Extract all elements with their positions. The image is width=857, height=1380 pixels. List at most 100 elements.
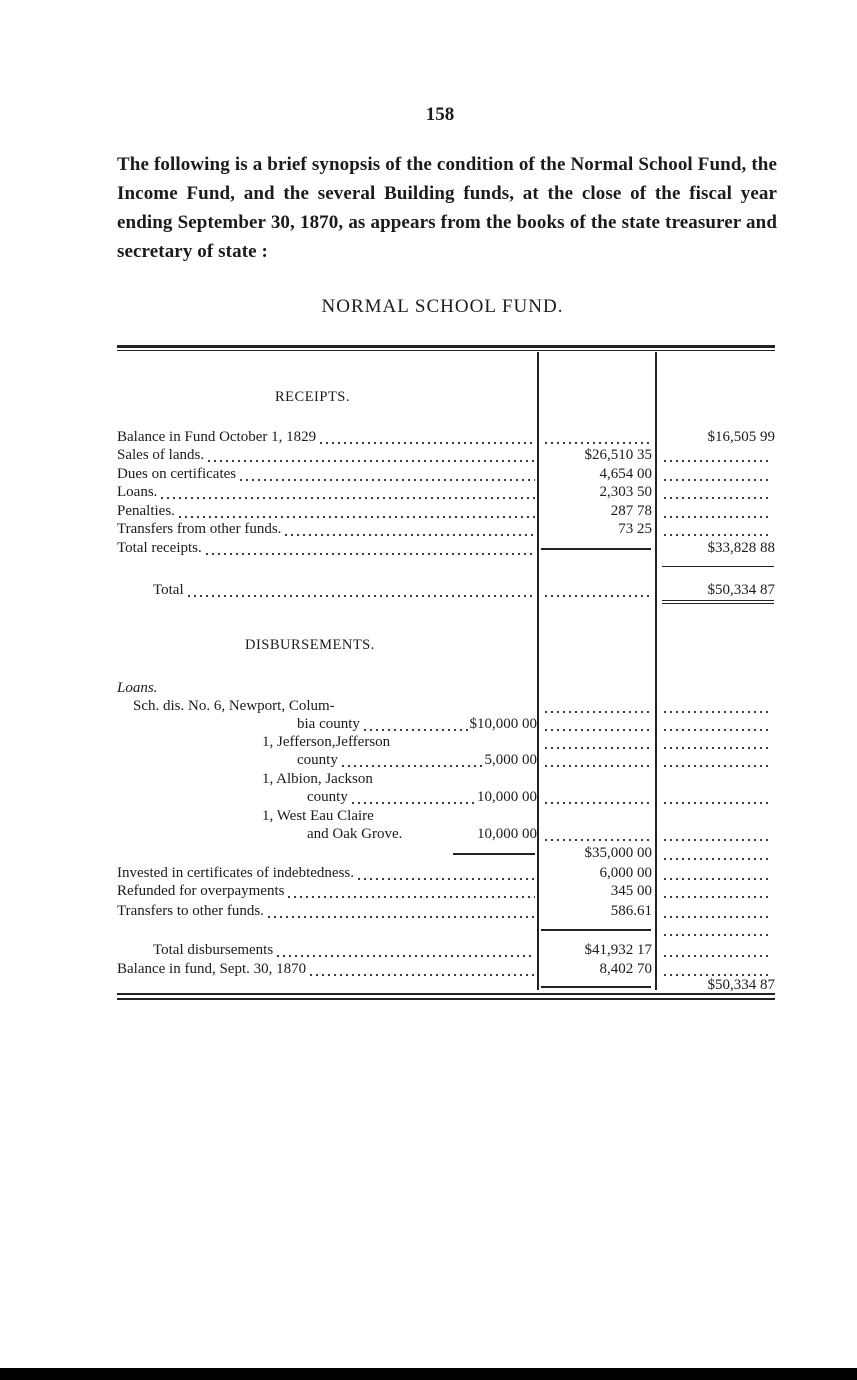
row-label: 1, Jefferson,Jefferson [262,734,391,750]
amount-column-2 [659,446,775,465]
loans-subtotal-rule [453,853,535,855]
row-label-cell: Total disbursements [117,941,537,960]
row-label-cell: Refunded for overpayments [117,882,537,901]
row-label: Sales of lands. [117,447,205,463]
row-label: county [297,752,338,768]
amount-column-1 [540,697,652,716]
row-label-cell: 1, West Eau Claire [117,807,537,826]
dot-leader [662,483,772,502]
table-row: Transfers from other funds. 73 25 [117,520,777,539]
table-row: county 5,000 00 [117,751,777,770]
row-label-cell: Balance in Fund October 1, 1829 [117,428,537,447]
amount-column-2 [659,864,775,883]
table-row: Penalties. 287 78 [117,502,777,521]
amount-column-2 [659,715,775,734]
amount-column-2 [659,825,775,844]
amount-column-1: $35,000 00 [584,845,653,861]
table-row: Transfers to other funds. 586.61 [117,902,777,921]
amount-column-2 [659,697,775,716]
intro-paragraph: The following is a brief synopsis of the… [117,154,777,262]
dot-leader [662,941,772,960]
table-row: Sales of lands. $26,510 35 [117,446,777,465]
dot-leader [662,697,772,716]
loan-amount: 5,000 00 [484,752,538,768]
amount-column-2: $33,828 88 [707,540,776,556]
row-label-cell: Transfers from other funds. [117,520,537,539]
dot-leader [265,902,535,921]
amount-column-1 [540,733,652,752]
loan-amount: 10,000 00 [477,789,537,805]
dot-leader [662,788,772,807]
dot-leader [543,697,649,716]
row-label: Loans. [117,484,158,500]
dot-leader [206,446,535,465]
row-label: Penalties. [117,503,175,519]
amount-column-2 [659,920,775,939]
dot-leader [361,715,468,734]
dot-leader [339,751,483,770]
row-label-cell: Loans. [117,483,537,502]
amount-column-2: $50,334 87 [707,582,776,598]
amount-column-1: 586.61 [610,903,652,919]
row-label-cell: Transfers to other funds. [117,902,537,921]
amount-column-1: 2,303 50 [599,484,653,500]
top-thin-rule [117,350,775,351]
dot-leader [318,428,535,447]
receipts-heading: RECEIPTS. [275,389,350,405]
row-label-cell: Loans. [117,679,537,698]
table-row: Sch. dis. No. 6, Newport, Colum- [117,697,777,716]
row-label-cell: Penalties. [117,502,537,521]
dot-leader [662,502,772,521]
disbursements-heading: DISBURSEMENTS. [245,637,375,653]
dot-leader [543,428,649,447]
row-label-cell: Total receipts. [117,539,537,558]
dot-leader [662,844,772,863]
total-double-rule-bottom [662,603,774,604]
dot-leader [662,825,772,844]
dot-leader [662,446,772,465]
table-row: 1, West Eau Claire [117,807,777,826]
dot-leader [283,520,535,539]
row-label: Transfers to other funds. [117,903,264,919]
dot-leader [662,751,772,770]
row-label: Balance in Fund October 1, 1829 [117,429,317,445]
amount-column-1 [540,581,652,600]
table-row: Loans. [117,679,777,698]
column-divider-1 [537,352,539,990]
receipts-total-rule [662,566,774,567]
dot-leader [543,788,649,807]
amount-column-1: 345 00 [610,883,652,899]
loan-amount: $10,000 00 [469,716,538,732]
amount-column-2 [659,882,775,901]
table-row: 1, Jefferson,Jefferson [117,733,777,752]
amount-column-1: $26,510 35 [584,447,653,463]
amount-column-2 [659,902,775,921]
dot-leader [662,920,772,939]
table-row: county 10,000 00 [117,788,777,807]
row-label-cell: Sales of lands. [117,446,537,465]
dot-leader [662,520,772,539]
row-label: Total [153,582,184,598]
row-label-cell: Total [117,581,537,600]
amount-column-1: $41,932 17 [584,942,653,958]
amount-column-1: 287 78 [610,503,652,519]
amount-column-1: 8,402 70 [599,961,653,977]
amount-column-1 [540,428,652,447]
column-divider-2 [655,352,657,990]
row-label-cell: bia county $10,000 00 [117,715,537,734]
amount-column-1: 6,000 00 [599,865,653,881]
row-label: Total disbursements [153,942,274,958]
table-row [117,920,777,939]
dot-leader [543,733,649,752]
amount-column-2: $16,505 99 [707,429,776,445]
row-label-cell: and Oak Grove. 10,000 00 [117,825,537,844]
table-row: Refunded for overpayments 345 00 [117,882,777,901]
amount-column-2 [659,733,775,752]
table-row: Total receipts. $33,828 88 [117,539,777,558]
amount-column-1: 4,654 00 [599,466,653,482]
amount-column-2 [659,751,775,770]
top-thick-rule [117,345,775,348]
amount-column-1: 73 25 [618,521,652,537]
amount-column-1 [540,715,652,734]
row-label: Loans. [117,680,158,696]
